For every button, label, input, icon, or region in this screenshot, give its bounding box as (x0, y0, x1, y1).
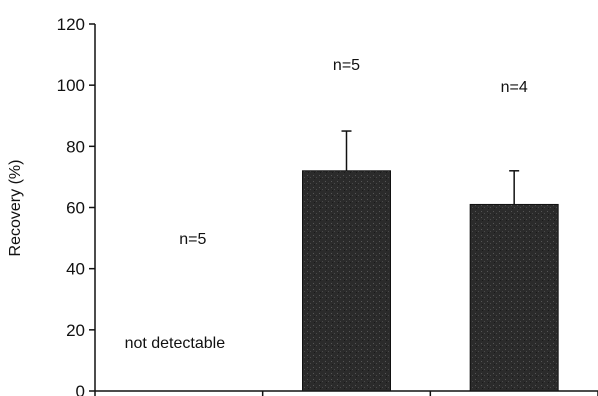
y-tick-label: 100 (57, 76, 85, 95)
x-ticks (94, 391, 598, 396)
annotation-label: not detectable (125, 335, 226, 352)
y-tick-label: 20 (66, 321, 85, 340)
y-ticks: 0 20 40 60 80 100 120 (57, 15, 95, 396)
annotation-label: n=5 (179, 231, 206, 248)
error-bars (341, 130, 520, 205)
y-tick-label: 120 (57, 15, 85, 34)
y-axis-label: Recovery (%) (7, 160, 24, 257)
bar (302, 170, 391, 392)
bars (302, 170, 559, 392)
annotation-label: n=4 (501, 79, 528, 96)
y-tick-label: 60 (66, 199, 85, 218)
y-tick-label: 40 (66, 260, 85, 279)
y-tick-label: 80 (66, 137, 85, 156)
bar (469, 203, 559, 392)
annotations: n=5 not detectable n=5 n=4 (125, 57, 528, 352)
y-tick-label: 0 (76, 382, 85, 396)
annotation-label: n=5 (333, 57, 360, 74)
